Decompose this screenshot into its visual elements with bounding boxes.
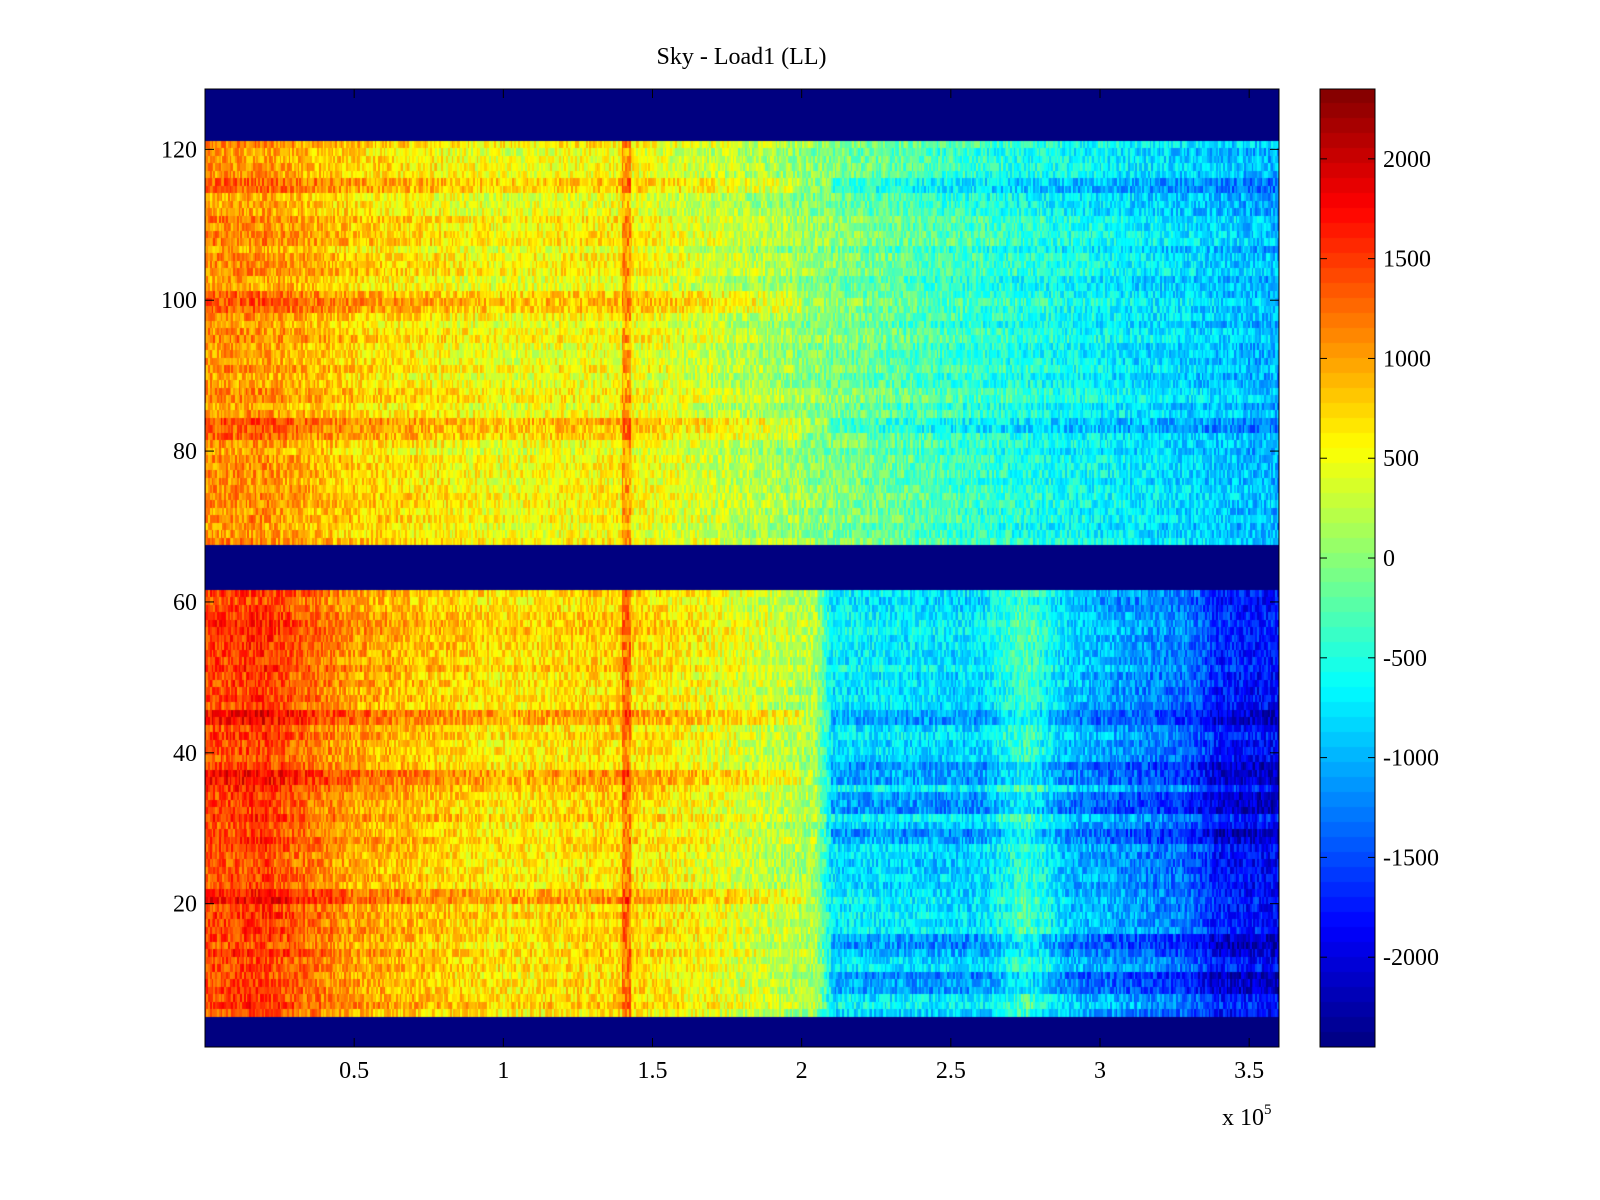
colorbar-tick-label: 1500 [1383,247,1431,273]
x-axis-multiplier: x 105 [1222,1102,1272,1131]
colorbar-tick-label: 2000 [1383,147,1431,173]
y-tick-label: 80 [173,439,197,465]
x-tick-label: 1.5 [638,1058,668,1084]
x-axis: 0.5 1 1.5 2 2.5 3 3.5 [339,89,1264,1084]
y-tick-label: 100 [161,288,197,314]
x-tick-label: 2 [796,1058,808,1084]
heatmap-plot-area [205,89,1279,1047]
colorbar-frame [1319,88,1376,1048]
colorbar-tick-label: -1500 [1383,845,1439,871]
x-tick-label: 3.5 [1234,1058,1264,1084]
plot-frame [204,88,1280,1048]
y-tick-label: 40 [173,741,197,767]
y-tick-label: 20 [173,892,197,918]
x-tick-label: 3 [1094,1058,1106,1084]
colorbar-tick-label: -2000 [1383,945,1439,971]
colorbar-tick-label: 500 [1383,446,1419,472]
y-axis: 20 40 60 80 100 120 [161,137,1279,918]
colorbar-tick-label: -1000 [1383,746,1439,772]
x-tick-label: 2.5 [936,1058,966,1084]
chart-title: Sky - Load1 (LL) [656,44,827,70]
colorbar-gradient [1320,89,1375,1047]
colorbar-axis: 2000 1500 1000 500 0 -500 -1000 -1500 -2000 [1320,147,1439,971]
x-tick-label: 0.5 [339,1058,369,1084]
colorbar-tick-label: 1000 [1383,346,1431,372]
y-tick-label: 120 [161,137,197,163]
colorbar-tick-label: 0 [1383,546,1395,572]
x-tick-label: 1 [497,1058,509,1084]
y-tick-label: 60 [173,590,197,616]
colorbar-tick-label: -500 [1383,646,1427,672]
